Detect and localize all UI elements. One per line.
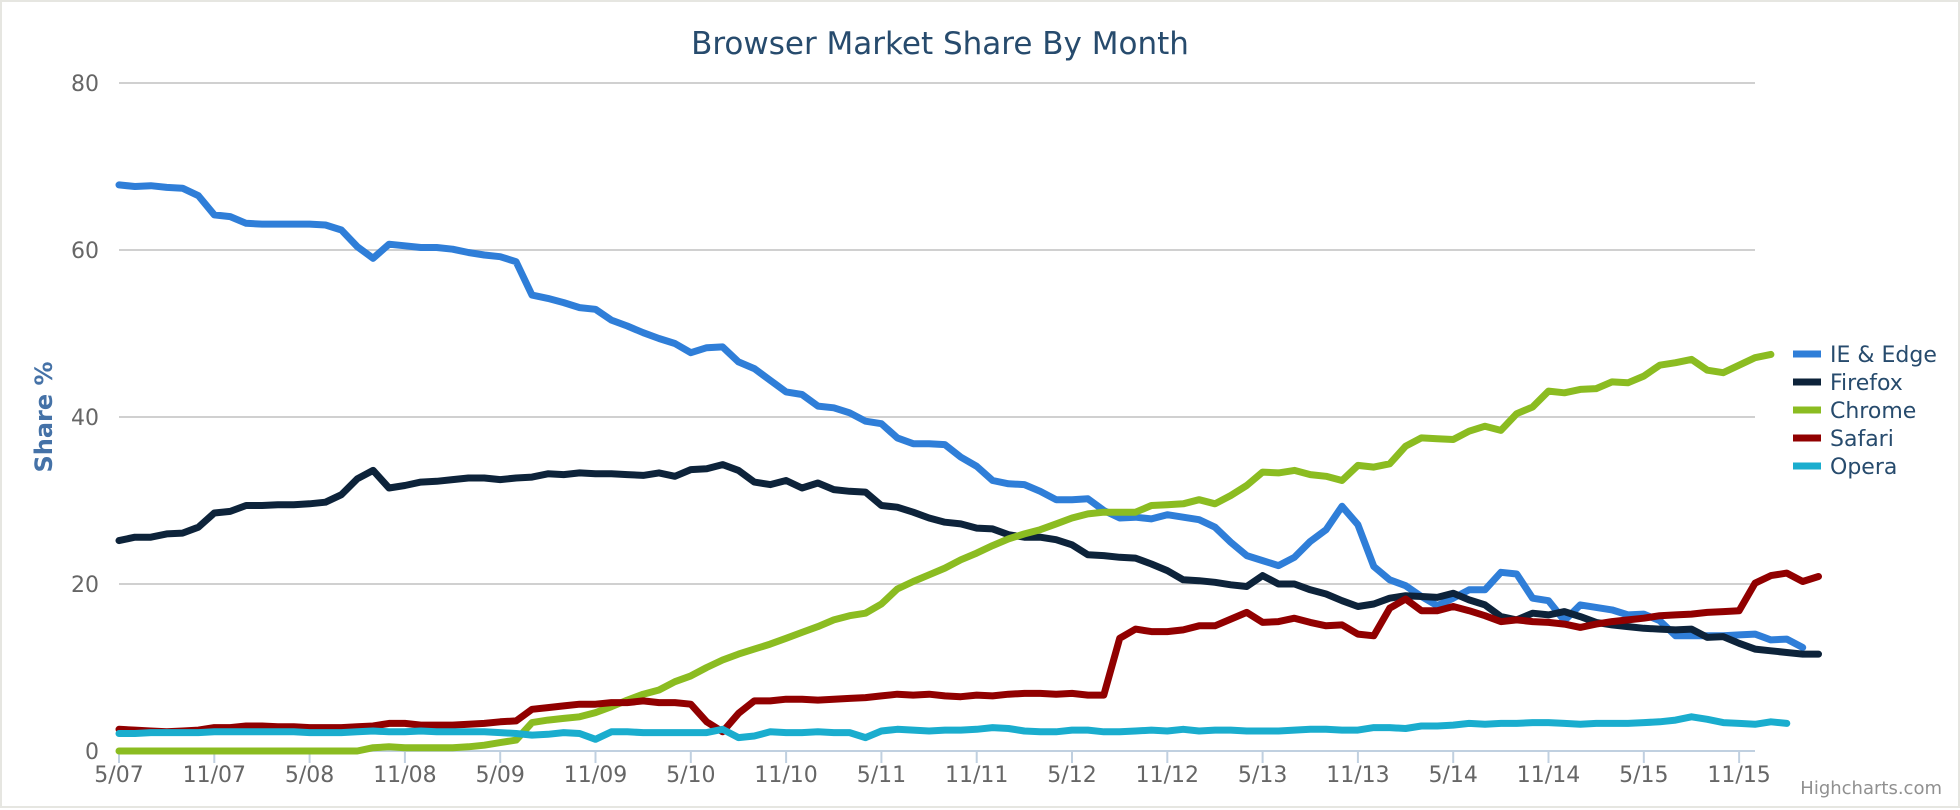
series-line-opera[interactable] [115,713,1791,743]
y-tick-label: 80 [71,72,99,97]
x-tick-label: 5/13 [1238,763,1287,788]
x-tick-label: 5/10 [666,763,715,788]
x-tick-label: 5/07 [94,763,143,788]
legend-label: Firefox [1830,371,1903,396]
x-tick-label: 11/15 [1707,763,1770,788]
legend-item-safari[interactable]: Safari [1793,427,1894,452]
x-tick-label: 11/14 [1517,763,1580,788]
y-axis-ticks: 0 20 40 60 80 [71,72,99,765]
legend: IE & Edge Firefox Chrome Safari Opera [1793,343,1937,480]
legend-item-ie-edge[interactable]: IE & Edge [1793,343,1937,368]
x-tick-label: 5/11 [857,763,906,788]
x-tick-label: 11/11 [945,763,1008,788]
x-tick-label: 11/08 [373,763,436,788]
x-tick-label: 5/12 [1047,763,1096,788]
x-tick-label: 11/13 [1326,763,1389,788]
series-line-chrome[interactable] [115,350,1775,755]
y-tick-label: 0 [85,740,99,765]
legend-item-chrome[interactable]: Chrome [1793,399,1916,424]
x-tick-label: 11/10 [754,763,817,788]
series-line-firefox[interactable] [115,461,1822,658]
y-axis-title: Share % [30,361,58,472]
y-tick-label: 60 [71,239,99,264]
credits-link[interactable]: Highcharts.com [1800,778,1942,799]
legend-item-firefox[interactable]: Firefox [1793,371,1903,396]
x-tick-label: 5/14 [1429,763,1478,788]
x-axis: 5/07 11/07 5/08 11/08 5/09 11/09 5/10 11/10 5/11… [94,750,1771,788]
series-line-safari[interactable] [115,569,1822,736]
x-tick-label: 5/15 [1619,763,1668,788]
x-tick-label: 5/08 [285,763,334,788]
legend-label: Safari [1830,427,1894,452]
legend-label: IE & Edge [1830,343,1937,368]
chart-title: Browser Market Share By Month [691,26,1189,62]
series-line-ie-edge[interactable] [115,181,1807,651]
legend-label: Chrome [1830,399,1916,424]
x-tick-label: 5/09 [476,763,525,788]
legend-item-opera[interactable]: Opera [1793,455,1897,480]
legend-label: Opera [1830,455,1897,480]
series-lines [115,181,1822,755]
y-tick-label: 40 [71,406,99,431]
y-tick-label: 20 [71,573,99,598]
x-tick-label: 11/12 [1136,763,1199,788]
x-tick-label: 11/07 [183,763,246,788]
x-tick-label: 11/09 [564,763,627,788]
